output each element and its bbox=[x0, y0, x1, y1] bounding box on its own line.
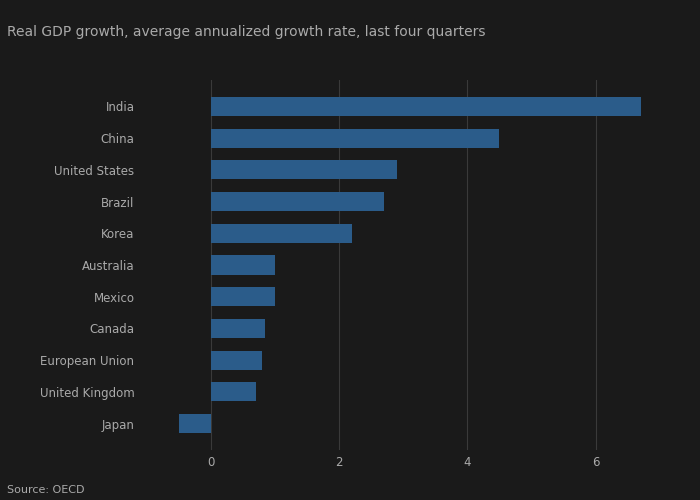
Text: Real GDP growth, average annualized growth rate, last four quarters: Real GDP growth, average annualized grow… bbox=[7, 25, 486, 39]
Bar bbox=[211, 192, 384, 211]
Bar bbox=[211, 97, 640, 116]
Bar bbox=[211, 350, 262, 370]
Bar bbox=[211, 128, 499, 148]
Bar bbox=[211, 224, 351, 243]
Bar bbox=[178, 414, 211, 433]
Bar bbox=[211, 287, 274, 306]
Bar bbox=[211, 160, 397, 180]
Bar bbox=[211, 382, 256, 402]
Bar bbox=[211, 256, 274, 274]
Bar bbox=[211, 319, 265, 338]
Text: Source: OECD: Source: OECD bbox=[7, 485, 85, 495]
